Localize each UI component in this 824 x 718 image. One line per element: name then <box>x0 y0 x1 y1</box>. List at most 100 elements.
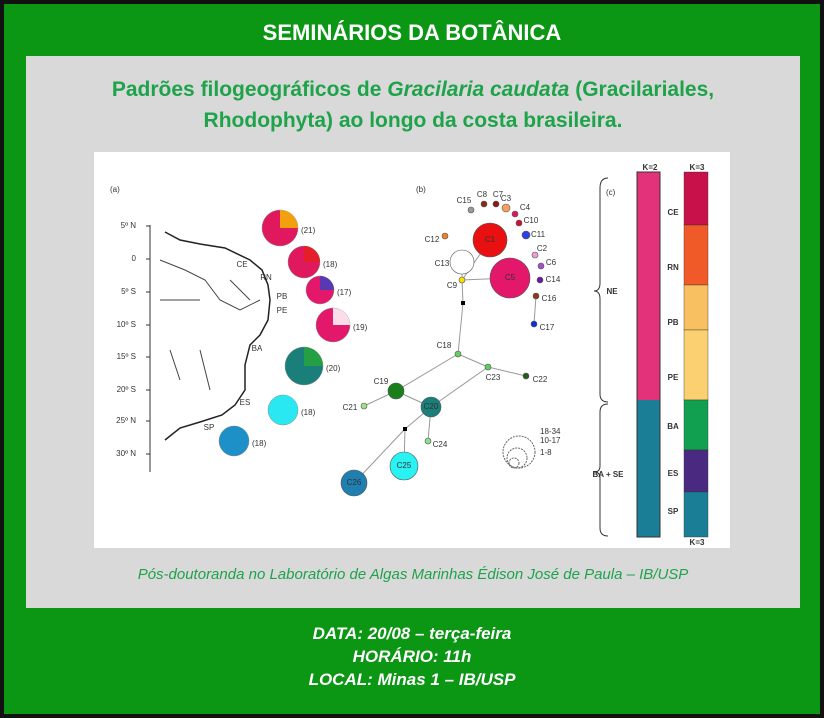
haplotype-label: C3 <box>501 194 512 203</box>
haplotype <box>472 222 508 258</box>
haplotype <box>340 469 368 497</box>
haplotype-label: C19 <box>374 377 389 386</box>
size-legend-label: 18-34 <box>540 427 561 436</box>
sample-size: (20) <box>326 364 341 373</box>
haplotype <box>511 210 519 218</box>
lat-label: 5º N <box>121 221 137 230</box>
pie-slice <box>283 395 298 410</box>
pie-slice <box>333 308 350 325</box>
haplotype <box>441 232 449 240</box>
pie-slice <box>234 426 249 441</box>
pie-slice <box>304 246 320 262</box>
pie-slice <box>280 210 298 228</box>
haplotype <box>449 249 475 275</box>
title-species: Gracilaria caudata <box>387 78 570 101</box>
population-label: RN <box>667 263 679 272</box>
haplotype <box>515 219 523 227</box>
date: DATA: 20/08 – terça-feira <box>312 624 512 643</box>
network-edge <box>395 353 459 392</box>
time: HORÁRIO: 11h <box>352 647 472 666</box>
population-label: PE <box>668 373 679 382</box>
k-label: K=3 <box>690 163 705 172</box>
state-label: ES <box>240 398 251 407</box>
k3-bar <box>683 284 709 331</box>
talk-title: Padrões filogeográficos de Gracilaria ca… <box>76 74 750 136</box>
haplotype-label: C20 <box>424 402 439 411</box>
network-edge <box>487 366 527 377</box>
place: LOCAL: Minas 1 – IB/USP <box>308 670 516 689</box>
network-edge <box>430 366 489 408</box>
sample-size: (18) <box>323 260 338 269</box>
k2-bar <box>637 172 660 400</box>
network-edge <box>533 295 537 325</box>
group-label: BA + SE <box>592 470 624 479</box>
state-label: CE <box>236 260 247 269</box>
median-vector <box>403 427 407 431</box>
bar-frame <box>636 171 661 538</box>
haplotype-label: C17 <box>540 323 555 332</box>
k3-bar <box>683 329 709 401</box>
lat-label: 20º S <box>117 385 136 394</box>
network-edge <box>457 302 464 355</box>
haplotype <box>484 363 492 371</box>
panel-label: (a) <box>110 185 120 194</box>
figure-art: (a) (b) (c) 5º N 0 5º S 10º S 15º S 20º S 25º N 30… <box>110 163 709 547</box>
haplotype <box>480 200 488 208</box>
borders <box>160 279 251 391</box>
k2-bar <box>637 400 660 537</box>
haplotype-label: C13 <box>435 259 450 268</box>
haplotype-label: C9 <box>447 281 458 290</box>
haplotype-label: C21 <box>343 403 358 412</box>
haplotype-label: C7 <box>493 190 504 199</box>
population-label: BA <box>667 422 679 431</box>
sample-size: (19) <box>353 323 368 332</box>
haplotype-label: C10 <box>524 216 539 225</box>
state-label: SP <box>204 423 215 432</box>
sample-size: (18) <box>252 439 267 448</box>
haplotype <box>389 451 419 481</box>
haplotype <box>531 251 539 259</box>
haplotype-label: C5 <box>505 273 516 282</box>
median-vector <box>461 301 465 305</box>
haplotype-label: C16 <box>542 294 557 303</box>
header-title: SEMINÁRIOS DA BOTÂNICA <box>262 20 562 45</box>
size-legend-circle <box>506 447 528 469</box>
k-label: K=3 <box>690 538 705 547</box>
haplotype <box>420 396 442 418</box>
sample-size: (18) <box>301 408 316 417</box>
footer: DATA: 20/08 – terça-feira HORÁRIO: 11h L… <box>4 622 820 691</box>
state-label: RN <box>260 273 272 282</box>
haplotype <box>501 203 511 213</box>
haplotype-label: C18 <box>437 341 452 350</box>
population-label: CE <box>667 208 679 217</box>
group-label: NE <box>606 287 618 296</box>
panel-label: (c) <box>606 188 616 197</box>
haplotype-label: C6 <box>546 258 557 267</box>
haplotype-label: C1 <box>485 235 496 244</box>
haplotype-label: C12 <box>425 235 440 244</box>
title-part: Padrões filogeográficos de <box>111 78 388 101</box>
haplotype <box>492 200 500 208</box>
lat-label: 15º S <box>117 352 136 361</box>
haplotype <box>360 402 368 410</box>
haplotype <box>454 350 462 358</box>
title-part: (Gracilariales, Rhodophyta) ao longo da … <box>203 78 715 132</box>
population-label: SP <box>668 507 679 516</box>
haplotype <box>537 262 545 270</box>
pie-slice <box>320 276 334 290</box>
k3-bar <box>683 171 709 226</box>
panel-label: (b) <box>416 185 426 194</box>
k3-bar <box>683 449 709 493</box>
haplotype <box>530 320 538 328</box>
haplotype <box>536 276 544 284</box>
haplotype-label: C24 <box>433 440 448 449</box>
pie-slice <box>304 347 323 366</box>
haplotype <box>387 382 405 400</box>
haplotype <box>458 276 466 284</box>
lat-label: 30º N <box>116 449 136 458</box>
coastline <box>164 231 271 441</box>
haplotype-label: C15 <box>457 196 472 205</box>
lat-label: 10º S <box>117 320 136 329</box>
k3-bar <box>683 399 709 451</box>
haplotype-label: C14 <box>546 275 561 284</box>
